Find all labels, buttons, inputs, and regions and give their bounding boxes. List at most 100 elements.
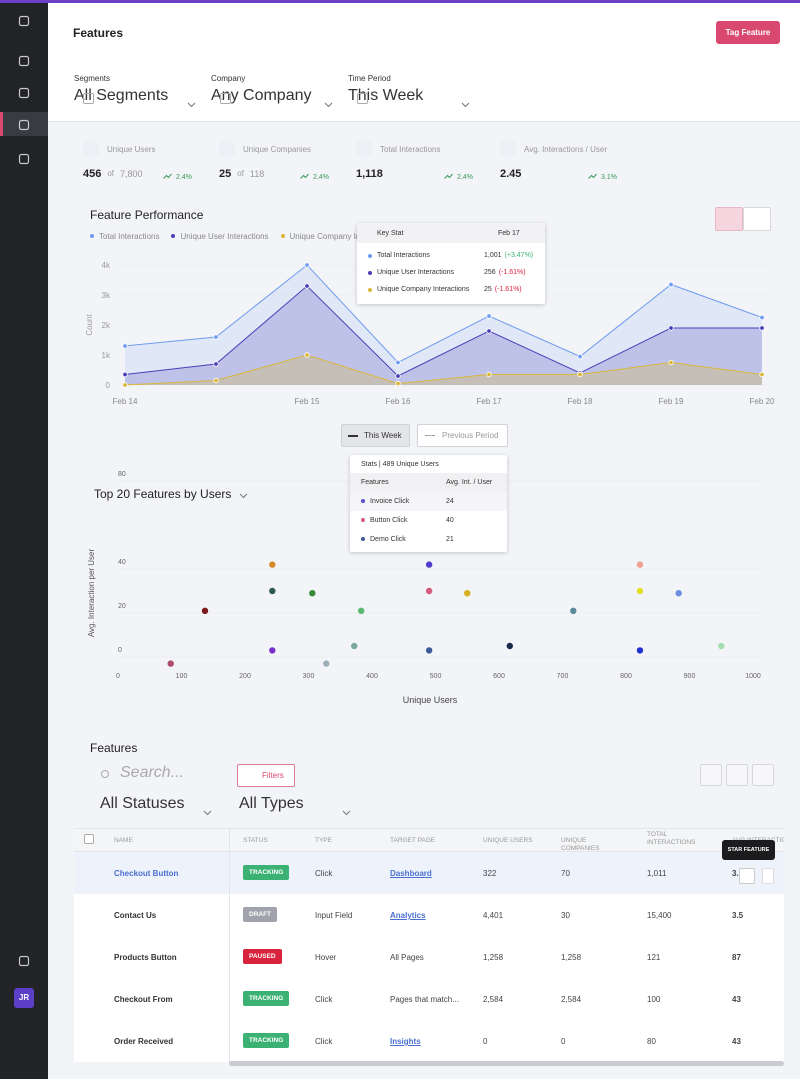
stat-total: 7,800 bbox=[120, 168, 143, 179]
sidebar-icon[interactable] bbox=[18, 14, 30, 27]
more-button[interactable] bbox=[762, 868, 774, 884]
data-point bbox=[395, 373, 401, 379]
table-card card: Features Search... Filters All Statuses All … bbox=[74, 728, 784, 1070]
legend-item: Total Interactions bbox=[90, 231, 159, 241]
y-tick-label: 1k bbox=[102, 351, 111, 360]
chart-toggle-line[interactable] bbox=[715, 207, 743, 231]
filter-select sel[interactable]: Any Company bbox=[211, 87, 341, 111]
stat-value: 2.45 bbox=[500, 167, 522, 180]
cell: Click bbox=[315, 1037, 333, 1046]
icon-part bbox=[18, 15, 30, 27]
table-row[interactable] bbox=[74, 1020, 784, 1062]
chevron bbox=[342, 803, 351, 816]
icon-part bbox=[342, 810, 351, 816]
cell: 4,401 bbox=[483, 911, 504, 920]
status-badge: PAUSED bbox=[243, 949, 282, 964]
y-tick-label: 80 bbox=[118, 471, 126, 478]
header-checkbox[interactable] bbox=[84, 834, 94, 844]
data-point bbox=[486, 313, 492, 319]
series-line bbox=[124, 354, 763, 386]
tooltip-head: Key Stat bbox=[377, 230, 404, 237]
stat-icon bbox=[83, 141, 99, 157]
icon-button[interactable] bbox=[726, 764, 748, 786]
data-point bbox=[425, 647, 433, 654]
column-header: UNIQUE USERS bbox=[483, 837, 533, 844]
data-point bbox=[395, 359, 401, 366]
target-link[interactable]: Insights bbox=[390, 1037, 421, 1046]
period-button[interactable]: Previous Period bbox=[417, 424, 508, 447]
cell: 3. bbox=[732, 869, 739, 878]
search-box sel[interactable]: Search... bbox=[90, 764, 229, 787]
icon-part bbox=[163, 173, 172, 179]
tooltip-name: Invoice Click bbox=[370, 498, 410, 505]
tooltip-head: Feb 17 bbox=[498, 230, 520, 237]
trend-arrow bbox=[444, 173, 453, 181]
y-tick-label: 40 bbox=[118, 559, 126, 566]
data-point bbox=[213, 334, 219, 340]
tag-feature-button[interactable]: Tag Feature bbox=[716, 21, 780, 44]
filter-select sel[interactable]: All Types bbox=[229, 795, 359, 819]
tooltip-value: 40 bbox=[446, 517, 454, 524]
filter-select sel[interactable]: All Segments bbox=[74, 87, 204, 111]
series-area bbox=[125, 286, 762, 385]
legend-text: Unique Company Interactions bbox=[289, 231, 395, 241]
status-badge: TRACKING bbox=[243, 991, 290, 1006]
data-point bbox=[570, 607, 577, 614]
chart-toggle-bar[interactable] bbox=[743, 207, 771, 231]
filter-label: Segments bbox=[74, 74, 111, 83]
filter-select sel[interactable]: All Statuses bbox=[90, 795, 220, 819]
sidebar-icon[interactable] bbox=[18, 118, 30, 131]
x-axis-label: Unique Users bbox=[403, 695, 458, 705]
series-line bbox=[124, 285, 762, 377]
stat-value-row: 456 of 7,800 bbox=[83, 165, 143, 183]
tooltip-header bbox=[357, 223, 545, 243]
data-point bbox=[636, 561, 644, 568]
tooltip-name: Demo Click bbox=[370, 536, 406, 543]
target-link[interactable]: Dashboard bbox=[390, 869, 432, 878]
tooltip-dot bbox=[361, 518, 365, 522]
x-tick-label: Feb 20 bbox=[750, 397, 775, 406]
x-tick-label: Feb 17 bbox=[477, 397, 502, 406]
data-point bbox=[675, 590, 682, 597]
table-row[interactable] bbox=[74, 852, 784, 894]
tooltip-dot bbox=[368, 288, 372, 292]
table-row[interactable] bbox=[74, 978, 784, 1020]
change-text: 2.4% bbox=[176, 173, 192, 181]
title-chevron bbox=[239, 488, 248, 502]
period-button[interactable]: This Week bbox=[341, 424, 410, 447]
series-area bbox=[125, 355, 762, 385]
feature-name: Contact Us bbox=[114, 911, 157, 920]
data-point bbox=[213, 377, 219, 384]
icon-button[interactable] bbox=[752, 764, 774, 786]
scrollbar bbox=[229, 1061, 784, 1066]
stat-card card: Unique Companies 25 of 118 2.4% bbox=[210, 133, 335, 186]
icon-part bbox=[18, 955, 30, 967]
data-point bbox=[122, 343, 128, 349]
star-button[interactable] bbox=[739, 868, 755, 884]
data-point bbox=[668, 359, 674, 366]
sidebar-icon[interactable] bbox=[18, 54, 30, 67]
x-tick-label: 1000 bbox=[745, 673, 761, 680]
table-row[interactable] bbox=[74, 894, 784, 936]
sidebar-icon[interactable] bbox=[18, 152, 30, 165]
column-header: TARGET PAGE bbox=[390, 837, 436, 844]
y-axis-label: Count bbox=[85, 314, 94, 336]
sidebar-icon[interactable] bbox=[18, 86, 30, 99]
avatar[interactable]: JR bbox=[14, 988, 34, 1008]
cell: Click bbox=[315, 869, 333, 878]
target-link[interactable]: Analytics bbox=[390, 911, 426, 920]
icon-part bbox=[18, 955, 30, 967]
table-row[interactable] bbox=[74, 936, 784, 978]
icon-part bbox=[18, 153, 30, 165]
x-tick-label: Feb 18 bbox=[568, 397, 593, 406]
icon-part bbox=[18, 87, 30, 99]
sidebar-icon[interactable] bbox=[18, 954, 30, 967]
filters-button[interactable]: Filters bbox=[237, 764, 295, 787]
y-tick-label: 0 bbox=[106, 381, 111, 390]
tooltip-name: Button Click bbox=[370, 517, 408, 524]
filter-select sel[interactable]: This Week bbox=[348, 87, 478, 111]
icon-button[interactable] bbox=[700, 764, 722, 786]
cell: 43 bbox=[732, 995, 741, 1004]
tooltip-dot bbox=[368, 254, 372, 258]
data-point bbox=[213, 361, 219, 367]
